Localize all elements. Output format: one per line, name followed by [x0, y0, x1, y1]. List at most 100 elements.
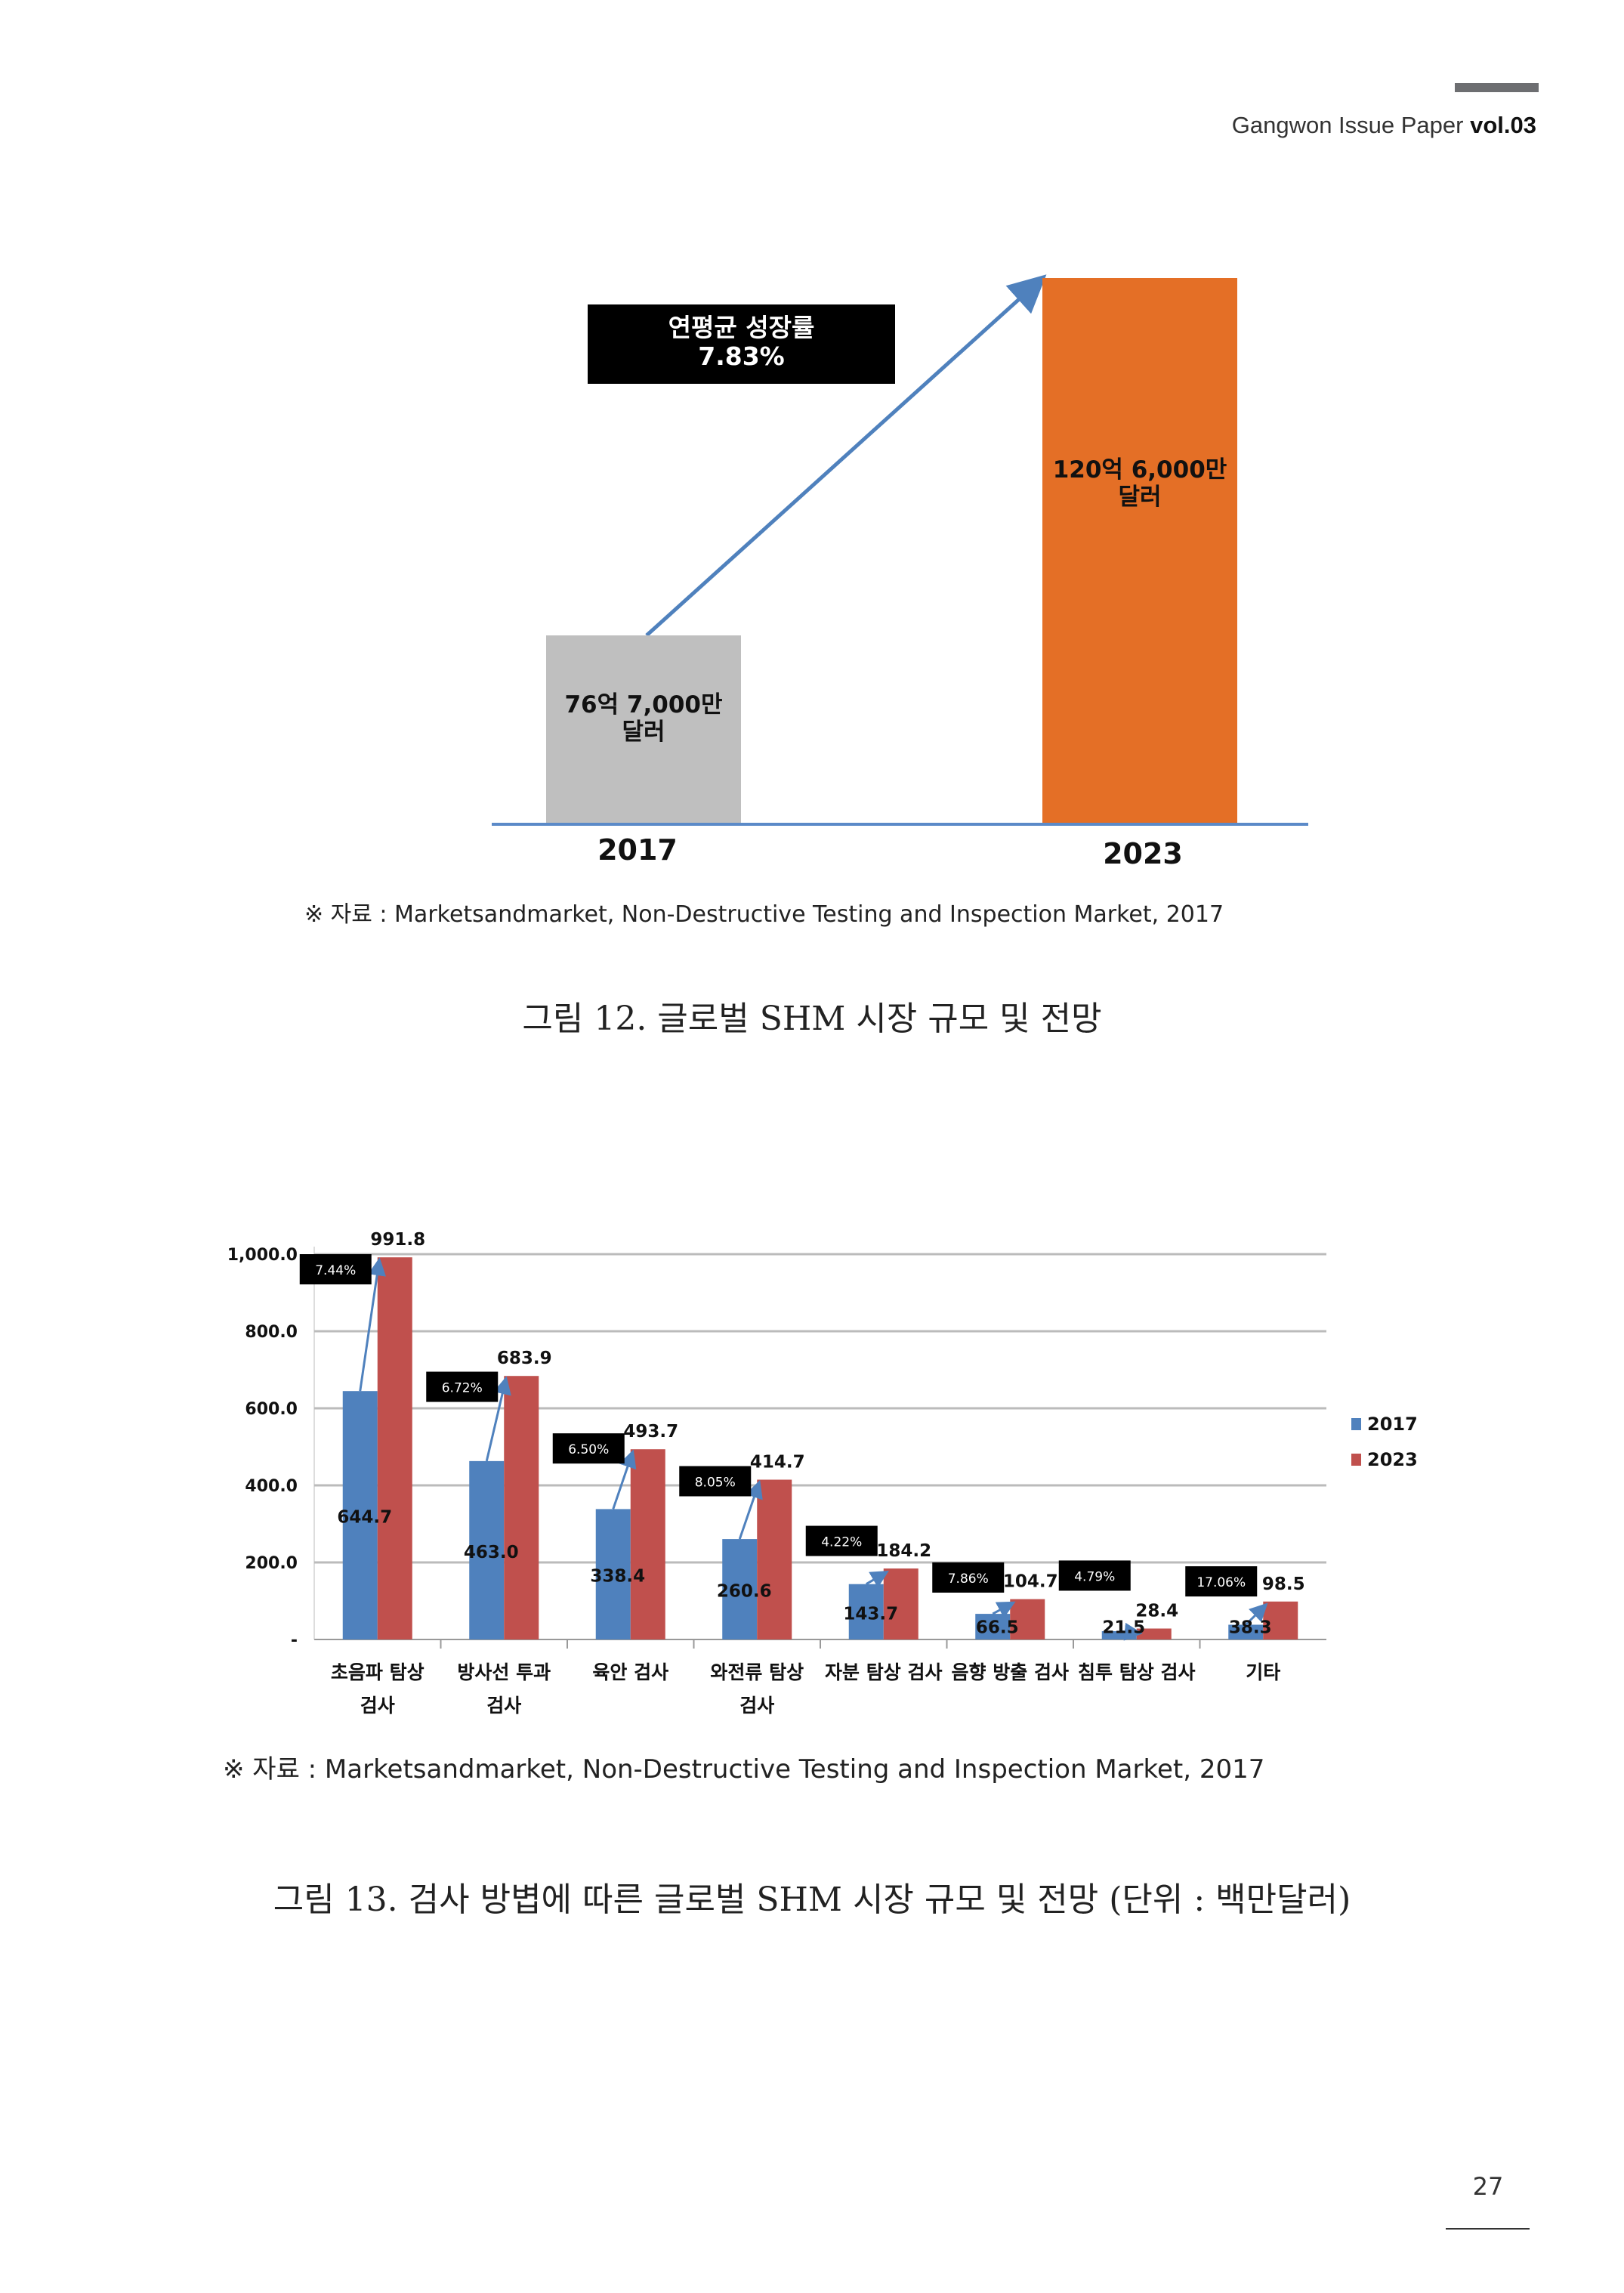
bar-2023 — [1136, 1628, 1172, 1639]
x-tick-2023: 2023 — [1103, 837, 1183, 870]
x-tick-label: 자분 탐상 검사 — [825, 1661, 942, 1683]
value-label-2023: 104.7 — [1003, 1572, 1058, 1592]
growth-rate-label: 17.06% — [1196, 1575, 1246, 1590]
value-label-2017: 143.7 — [843, 1604, 898, 1624]
bar-2017 — [469, 1460, 505, 1639]
bar-2017 — [848, 1584, 884, 1639]
growth-arrow — [359, 1257, 387, 1392]
value-label-2017: 644.7 — [337, 1508, 392, 1528]
growth-rate-label: 8.05% — [695, 1476, 736, 1491]
value-label-2017: 463.0 — [464, 1543, 519, 1562]
bar-2017 — [722, 1539, 758, 1639]
legend-label-2023: 2023 — [1367, 1449, 1418, 1470]
x-tick-label: 검사 — [739, 1695, 774, 1717]
growth-rate-label: 연평균 성장률 — [668, 313, 815, 342]
legend-swatch-2017 — [1351, 1418, 1361, 1430]
x-tick-label: 초음파 탐상 — [331, 1661, 425, 1683]
bar-label-line: 달러 — [622, 718, 665, 746]
growth-rate-box — [552, 1433, 625, 1464]
bar-2017 — [595, 1509, 631, 1639]
page-number: 27 — [1472, 2172, 1504, 2201]
bar-label-2023: 120억 6,000만 달러 — [1042, 456, 1237, 511]
figure13-chart: - 200.0 400.0 600.0 800.0 1,000.0 7.44% 991.8 64… — [227, 1230, 1418, 1717]
bar-2017 — [975, 1614, 1011, 1639]
growth-rate-box — [299, 1254, 372, 1284]
bar-2023 — [757, 1479, 792, 1639]
value-label-2017: 338.4 — [590, 1567, 645, 1587]
growth-rate-label: 6.72% — [442, 1381, 483, 1396]
bar-label-2017: 76억 7,000만 달러 — [546, 691, 741, 746]
y-tick-label: - — [291, 1631, 298, 1650]
legend-label-2017: 2017 — [1367, 1414, 1418, 1435]
bar-2023 — [630, 1449, 665, 1639]
growth-rate-box — [805, 1525, 878, 1556]
growth-arrow — [1119, 1622, 1143, 1641]
bar-2023 — [377, 1257, 412, 1639]
x-tick-label: 방사선 투과 — [457, 1661, 551, 1683]
y-tick-label: 1,000.0 — [227, 1246, 298, 1265]
header-bar — [1455, 83, 1539, 92]
value-label-2023: 683.9 — [497, 1349, 552, 1368]
growth-rate-box — [932, 1562, 1005, 1593]
bar-2017 — [342, 1391, 378, 1639]
bar-2023 — [1010, 1599, 1045, 1639]
x-tick-label: 와전류 탐상 — [710, 1661, 804, 1683]
bar-2023 — [883, 1568, 919, 1639]
x-tick-label: 음향 방출 검사 — [952, 1661, 1069, 1683]
growth-rate-box — [1058, 1560, 1131, 1591]
growth-rate-box — [1185, 1566, 1258, 1597]
header-title: Gangwon Issue Paper vol.03 — [1232, 112, 1536, 139]
growth-rate-label: 4.79% — [1074, 1569, 1115, 1584]
bar-2017 — [1101, 1631, 1137, 1639]
x-tick-label: 침투 탐상 검사 — [1078, 1661, 1195, 1683]
y-tick-label: 600.0 — [245, 1400, 298, 1419]
growth-rate-box: 연평균 성장률 7.83% — [588, 304, 895, 384]
growth-arrow — [992, 1601, 1016, 1618]
figure12-source: ※ 자료 : Marketsandmarket, Non-Destructive… — [304, 901, 1224, 928]
value-label-2023: 991.8 — [370, 1230, 425, 1250]
growth-arrow — [1245, 1602, 1268, 1626]
growth-arrow — [612, 1449, 637, 1510]
page-number-rule — [1446, 2228, 1530, 2230]
figure13-source: ※ 자료 : Marketsandmarket, Non-Destructive… — [223, 1754, 1265, 1785]
value-label-2023: 28.4 — [1135, 1602, 1178, 1621]
x-tick-label: 검사 — [360, 1695, 395, 1717]
bar-label-line: 76억 7,000만 — [564, 691, 723, 718]
x-tick-label: 육안 검사 — [592, 1661, 668, 1683]
value-label-2023: 493.7 — [623, 1422, 678, 1442]
growth-rate-label: 4.22% — [821, 1535, 862, 1550]
y-tick-label: 800.0 — [245, 1323, 298, 1342]
figure13-caption: 그림 13. 검사 방볍에 따른 글로벌 SHM 시장 규모 및 전망 (단위 … — [273, 1880, 1351, 1919]
value-label-2017: 66.5 — [976, 1618, 1019, 1638]
growth-rate-label: 7.86% — [948, 1571, 989, 1587]
value-label-2023: 98.5 — [1262, 1575, 1305, 1594]
value-label-2017: 38.3 — [1229, 1618, 1272, 1638]
growth-arrow — [485, 1376, 511, 1462]
figure12-caption: 그림 12. 글로벌 SHM 시장 규모 및 전망 — [522, 1000, 1102, 1038]
value-label-2023: 184.2 — [876, 1541, 931, 1561]
header-volume: vol.03 — [1470, 112, 1536, 138]
bar-2017: 76억 7,000만 달러 — [546, 635, 741, 824]
y-tick-label: 400.0 — [245, 1477, 298, 1496]
bar-2023 — [504, 1376, 539, 1639]
bar-label-line: 달러 — [1118, 484, 1162, 511]
growth-arrow — [738, 1479, 763, 1540]
x-tick-2017: 2017 — [597, 833, 678, 867]
bar-label-line: 120억 6,000만 — [1052, 456, 1227, 484]
growth-arrow — [865, 1571, 889, 1588]
growth-rate-box — [679, 1466, 752, 1497]
growth-rate-box — [426, 1371, 499, 1402]
growth-rate-label: 6.50% — [568, 1442, 609, 1457]
bar-2023 — [1263, 1601, 1298, 1639]
value-label-2017: 260.6 — [717, 1582, 772, 1602]
value-label-2017: 21.5 — [1102, 1618, 1145, 1638]
x-tick-label: 검사 — [486, 1695, 521, 1717]
bar-2023: 120억 6,000만 달러 — [1042, 278, 1237, 824]
growth-rate-value: 7.83% — [698, 341, 785, 371]
x-axis-line — [492, 823, 1308, 826]
bar-2017 — [1228, 1624, 1264, 1639]
legend-swatch-2023 — [1351, 1454, 1361, 1466]
y-tick-label: 200.0 — [245, 1554, 298, 1573]
header-title-text: Gangwon Issue Paper — [1231, 112, 1464, 138]
growth-rate-label: 7.44% — [315, 1263, 356, 1278]
